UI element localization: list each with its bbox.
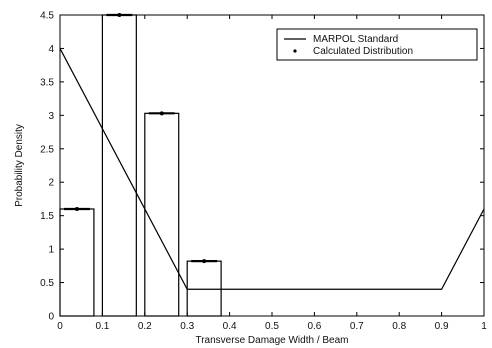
bar [101,14,137,317]
bar-marker [117,13,122,17]
y-tick-label: 3.5 [40,77,54,88]
y-tick-label: 4 [48,44,54,55]
y-tick-label: 1 [48,245,54,256]
x-tick-label: 0.5 [265,321,279,332]
bar-marker [202,259,207,264]
x-tick-label: 0.4 [223,321,237,332]
bar [186,260,222,317]
bars-group [59,13,222,317]
x-tick-label: 0.7 [350,321,364,332]
x-tick-label: 0.9 [435,321,449,332]
marpol-line [59,48,485,290]
line-group [59,48,485,290]
x-tick-label: 1 [481,321,487,332]
x-tick-label: 0.2 [138,321,152,332]
legend-label-calculated: Calculated Distribution [313,46,413,57]
x-tick-label: 0.3 [180,321,194,332]
bar [59,208,95,317]
y-tick-label: 4.5 [40,11,54,22]
bar [144,112,180,317]
x-axis-label: Transverse Damage Width / Beam [195,335,348,346]
legend-label-marpol: MARPOL Standard [313,34,398,45]
y-tick-label: 2 [48,178,54,189]
legend: MARPOL Standard Calculated Distribution [276,28,478,61]
bar-marker [74,206,79,211]
x-tick-label: 0.6 [307,321,321,332]
x-tick-label: 0 [57,321,63,332]
y-axis-label: Probability Density [14,124,25,207]
y-tick-label: 0 [48,312,54,323]
x-tick-label: 0.8 [392,321,406,332]
y-tick-label: 2.5 [40,144,54,155]
y-tick-label: 0.5 [40,278,54,289]
y-tick-label: 3 [48,111,54,122]
x-tick-label: 0.1 [95,321,109,332]
y-tick-label: 1.5 [40,211,54,222]
ticks-group: 0 0.1 0.2 0.3 0.4 0.5 0.6 0.7 0.8 0.9 1 0 0.5 1 1.5 2 2.… [40,11,487,333]
bar-marker [159,111,164,116]
legend-box [276,28,478,61]
legend-marker-swatch [293,49,297,53]
